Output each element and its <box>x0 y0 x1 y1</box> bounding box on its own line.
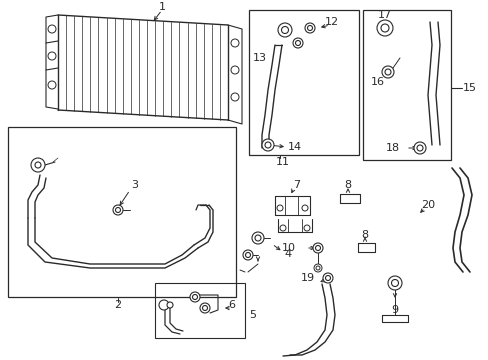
Text: 2: 2 <box>114 300 122 310</box>
Circle shape <box>264 142 270 148</box>
Text: 6: 6 <box>228 300 235 310</box>
Bar <box>155 283 244 338</box>
Circle shape <box>323 273 332 283</box>
Circle shape <box>325 275 330 280</box>
Circle shape <box>313 264 321 272</box>
Circle shape <box>48 81 56 89</box>
Text: 8: 8 <box>361 230 368 240</box>
Circle shape <box>292 38 303 48</box>
Circle shape <box>413 142 425 154</box>
Circle shape <box>376 20 392 36</box>
Text: 10: 10 <box>282 243 295 253</box>
Circle shape <box>230 66 239 74</box>
Circle shape <box>202 306 207 310</box>
Text: 11: 11 <box>275 157 289 167</box>
Circle shape <box>312 243 323 253</box>
Circle shape <box>315 266 319 270</box>
Text: 4: 4 <box>284 249 291 259</box>
Circle shape <box>31 158 45 172</box>
Circle shape <box>230 39 239 47</box>
Text: 3: 3 <box>131 180 138 190</box>
Text: 1: 1 <box>158 2 165 12</box>
Bar <box>8 127 236 297</box>
Circle shape <box>254 235 261 241</box>
Circle shape <box>115 207 120 212</box>
Circle shape <box>48 52 56 60</box>
Circle shape <box>48 25 56 33</box>
Text: 19: 19 <box>300 273 314 283</box>
Text: 7: 7 <box>293 180 300 190</box>
Circle shape <box>276 205 283 211</box>
Circle shape <box>305 23 314 33</box>
Text: 5: 5 <box>249 310 256 320</box>
Circle shape <box>416 145 422 151</box>
Circle shape <box>262 139 273 151</box>
Circle shape <box>113 205 123 215</box>
Circle shape <box>230 93 239 101</box>
Bar <box>248 10 358 155</box>
Circle shape <box>387 276 401 290</box>
Circle shape <box>280 225 285 231</box>
Circle shape <box>281 27 288 33</box>
Text: 8: 8 <box>344 180 351 190</box>
Circle shape <box>315 246 320 251</box>
Circle shape <box>391 279 398 287</box>
Text: 9: 9 <box>390 305 398 315</box>
Text: 16: 16 <box>370 77 384 87</box>
Circle shape <box>304 225 309 231</box>
Circle shape <box>307 26 312 31</box>
Text: 14: 14 <box>287 142 302 152</box>
Circle shape <box>380 24 388 32</box>
Circle shape <box>243 250 252 260</box>
Text: 20: 20 <box>420 200 434 210</box>
Circle shape <box>35 162 41 168</box>
Circle shape <box>159 300 169 310</box>
Circle shape <box>302 205 307 211</box>
Text: 18: 18 <box>385 143 399 153</box>
Circle shape <box>381 66 393 78</box>
Text: 13: 13 <box>252 53 266 63</box>
Bar <box>362 10 450 160</box>
Text: 15: 15 <box>462 83 476 93</box>
Text: 17: 17 <box>377 10 391 20</box>
Circle shape <box>278 23 291 37</box>
Circle shape <box>245 252 250 257</box>
Circle shape <box>251 232 264 244</box>
Circle shape <box>190 292 200 302</box>
Circle shape <box>167 302 173 308</box>
Text: 12: 12 <box>324 17 338 27</box>
Circle shape <box>295 40 300 45</box>
Circle shape <box>200 303 209 313</box>
Circle shape <box>384 69 390 75</box>
Circle shape <box>192 294 197 300</box>
